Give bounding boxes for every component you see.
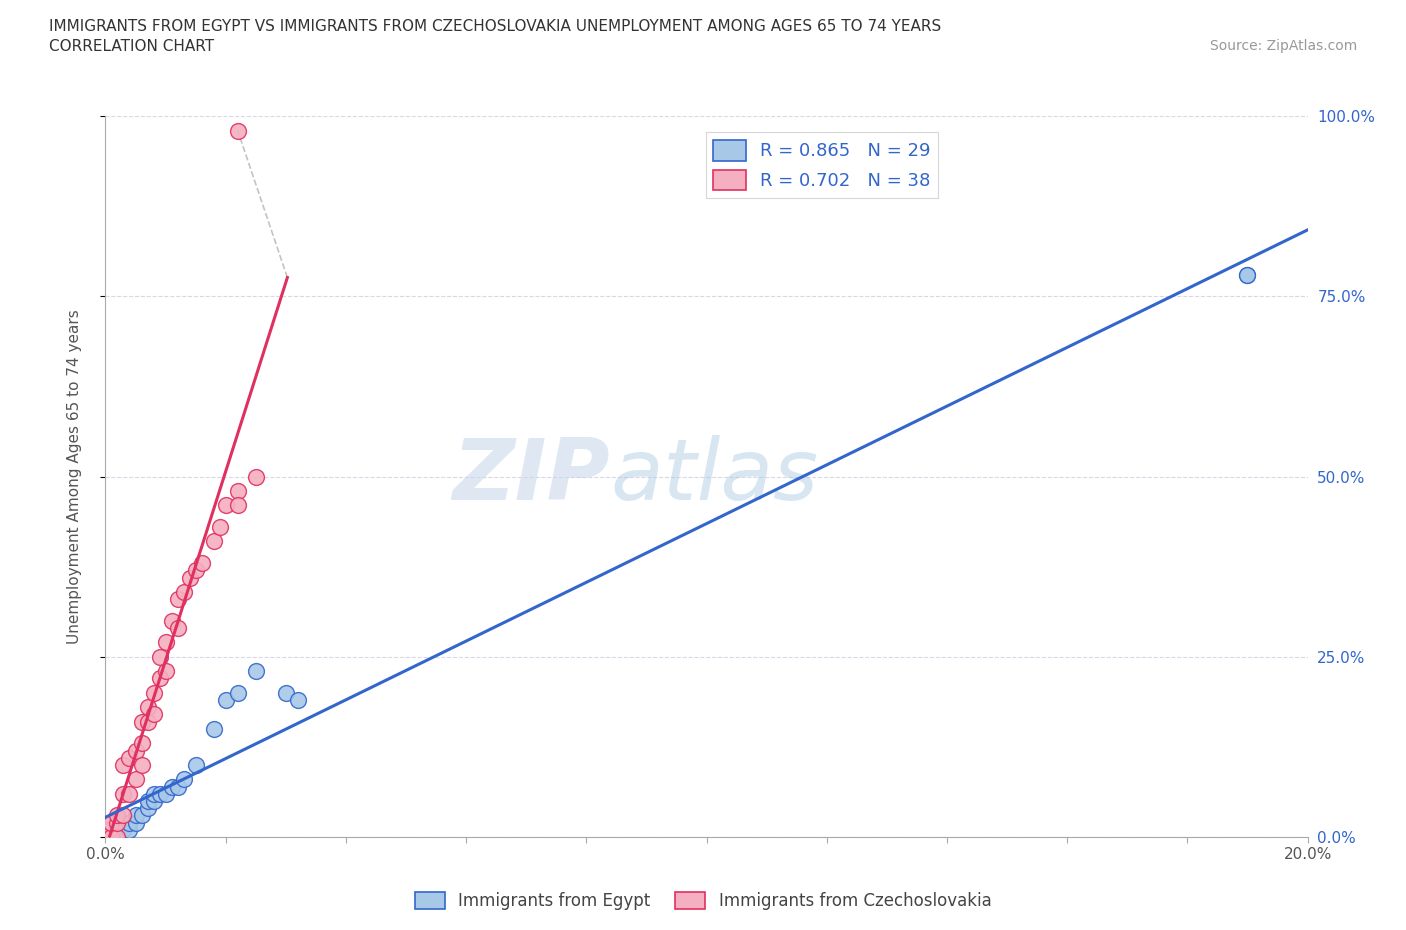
- Point: [148, 671, 170, 686]
- Point: [112, 822, 135, 837]
- Point: [1236, 268, 1258, 283]
- Legend: R = 0.865   N = 29, R = 0.702   N = 38: R = 0.865 N = 29, R = 0.702 N = 38: [706, 132, 938, 198]
- Legend: Immigrants from Egypt, Immigrants from Czechoslovakia: Immigrants from Egypt, Immigrants from C…: [408, 885, 998, 917]
- Point: [179, 570, 201, 585]
- Point: [124, 815, 146, 830]
- Text: Source: ZipAtlas.com: Source: ZipAtlas.com: [1209, 39, 1357, 53]
- Point: [202, 534, 225, 549]
- Point: [173, 772, 195, 787]
- Point: [142, 787, 165, 802]
- Point: [112, 808, 135, 823]
- Point: [131, 808, 153, 823]
- Point: [226, 685, 249, 700]
- Point: [112, 787, 135, 802]
- Point: [124, 808, 146, 823]
- Point: [155, 635, 177, 650]
- Point: [131, 714, 153, 729]
- Point: [214, 693, 236, 708]
- Point: [155, 787, 177, 802]
- Point: [118, 822, 141, 837]
- Text: atlas: atlas: [610, 435, 818, 518]
- Point: [166, 779, 188, 794]
- Point: [226, 124, 249, 139]
- Point: [1236, 268, 1258, 283]
- Point: [226, 498, 249, 513]
- Point: [118, 751, 141, 765]
- Point: [107, 808, 129, 823]
- Text: CORRELATION CHART: CORRELATION CHART: [49, 39, 214, 54]
- Point: [160, 614, 183, 629]
- Point: [131, 736, 153, 751]
- Point: [226, 484, 249, 498]
- Point: [155, 664, 177, 679]
- Point: [287, 693, 309, 708]
- Point: [245, 664, 267, 679]
- Point: [131, 757, 153, 772]
- Point: [148, 649, 170, 664]
- Point: [190, 556, 212, 571]
- Point: [100, 830, 122, 844]
- Point: [94, 830, 117, 844]
- Point: [118, 787, 141, 802]
- Point: [160, 779, 183, 794]
- Point: [142, 707, 165, 722]
- Point: [166, 591, 188, 606]
- Text: ZIP: ZIP: [453, 435, 610, 518]
- Point: [202, 722, 225, 737]
- Point: [208, 520, 231, 535]
- Point: [166, 620, 188, 635]
- Y-axis label: Unemployment Among Ages 65 to 74 years: Unemployment Among Ages 65 to 74 years: [67, 310, 82, 644]
- Point: [142, 793, 165, 808]
- Point: [136, 801, 159, 816]
- Point: [124, 772, 146, 787]
- Point: [184, 757, 207, 772]
- Point: [107, 830, 129, 844]
- Point: [173, 585, 195, 600]
- Point: [142, 685, 165, 700]
- Point: [94, 822, 117, 837]
- Point: [107, 830, 129, 844]
- Point: [107, 830, 129, 844]
- Point: [94, 830, 117, 844]
- Point: [112, 822, 135, 837]
- Point: [107, 815, 129, 830]
- Point: [184, 563, 207, 578]
- Point: [214, 498, 236, 513]
- Point: [136, 793, 159, 808]
- Text: IMMIGRANTS FROM EGYPT VS IMMIGRANTS FROM CZECHOSLOVAKIA UNEMPLOYMENT AMONG AGES : IMMIGRANTS FROM EGYPT VS IMMIGRANTS FROM…: [49, 19, 942, 33]
- Point: [136, 700, 159, 715]
- Point: [136, 714, 159, 729]
- Point: [245, 470, 267, 485]
- Point: [274, 685, 297, 700]
- Point: [148, 787, 170, 802]
- Point: [112, 757, 135, 772]
- Point: [100, 815, 122, 830]
- Point: [118, 815, 141, 830]
- Point: [124, 743, 146, 758]
- Point: [100, 830, 122, 844]
